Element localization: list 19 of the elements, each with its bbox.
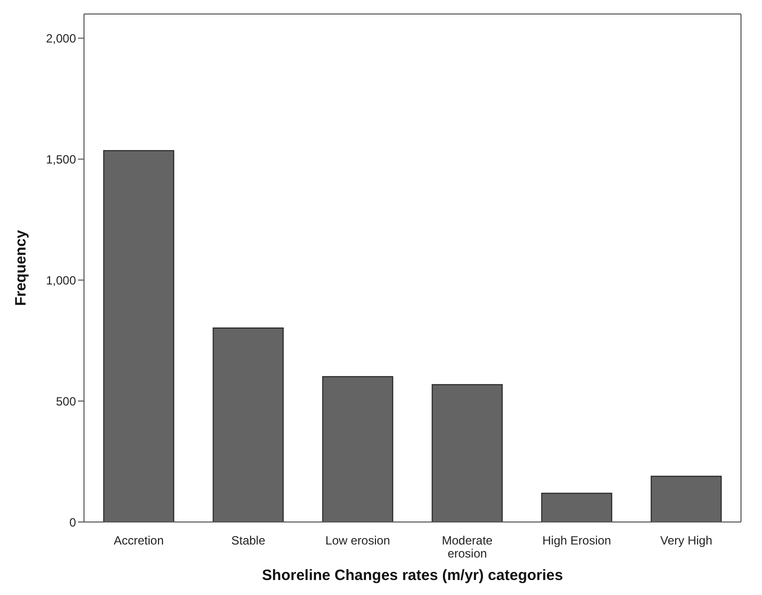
bar — [322, 376, 394, 522]
y-axis-title: Frequency — [12, 229, 30, 306]
x-tick-label: High Erosion — [542, 534, 612, 548]
bar — [432, 384, 503, 522]
x-tick-label: Very High — [660, 534, 712, 548]
bar — [212, 327, 284, 522]
x-tick-label: Stable — [231, 534, 266, 548]
y-tick-label: 1,500 — [46, 152, 76, 166]
bar — [650, 476, 722, 522]
bar — [541, 492, 612, 522]
y-tick-label: 2,000 — [46, 31, 76, 46]
y-tick-label: 1,000 — [46, 273, 76, 288]
x-tick-label: Moderate erosion — [442, 534, 493, 561]
x-tick-label: Low erosion — [325, 534, 390, 548]
y-tick-label: 0 — [69, 515, 76, 530]
x-tick-label: Accretion — [114, 534, 164, 548]
x-axis-title: Shoreline Changes rates (m/yr) categories — [262, 567, 563, 584]
y-tick-label: 500 — [56, 394, 76, 408]
bar — [103, 150, 174, 522]
